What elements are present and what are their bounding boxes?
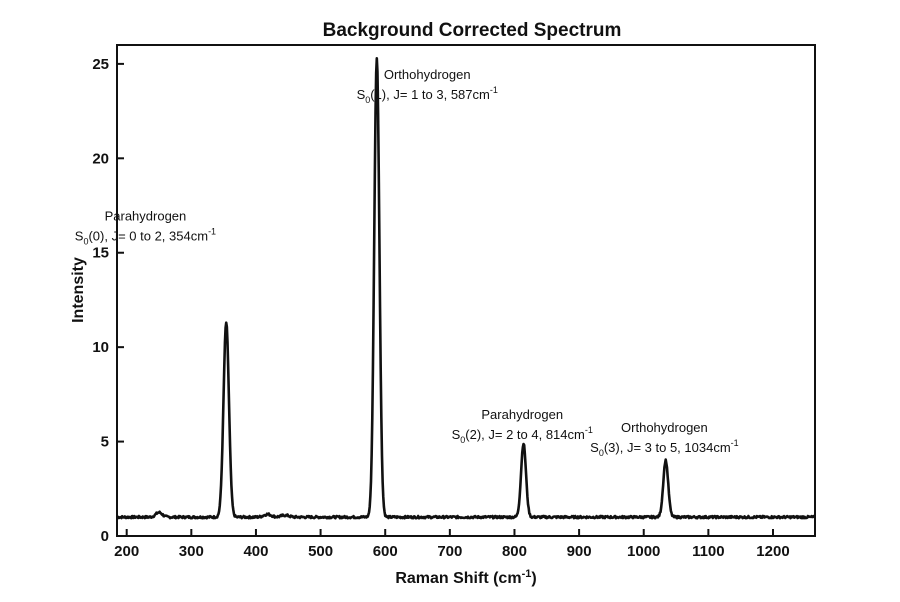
x-tick-label: 500	[308, 543, 333, 560]
x-tick-label: 300	[179, 543, 204, 560]
x-axis-label: Raman Shift (cm-1)	[395, 568, 536, 587]
annotation-subscript: 0	[460, 435, 465, 445]
annotation-species: S	[75, 229, 84, 244]
x-axis-label-sup: -1	[522, 568, 532, 580]
y-tick-label: 25	[92, 56, 109, 73]
plot-area-frame	[116, 44, 816, 537]
x-tick-label: 200	[114, 543, 139, 560]
annotation-superscript: -1	[208, 227, 216, 237]
y-tick-label: 5	[101, 434, 109, 451]
y-axis-label: Intensity	[70, 257, 87, 323]
x-tick-label: 1200	[756, 543, 789, 560]
annotation-text: (3), J= 3 to 5, 1034cm	[604, 440, 731, 455]
x-tick-label: 600	[373, 543, 398, 560]
parahydrogen-s0-0-annotation: Parahydrogen S0(0), J= 0 to 2, 354cm-1	[75, 209, 216, 247]
y-tick-label: 0	[101, 528, 109, 545]
y-tick-label: 15	[92, 245, 109, 262]
annotation-title: Orthohydrogen	[621, 420, 708, 435]
y-tick-label: 20	[92, 150, 109, 167]
orthohydrogen-s0-1-annotation: Orthohydrogen S0(1), J= 1 to 3, 587cm-1	[357, 67, 498, 105]
annotation-transition: S0(0), J= 0 to 2, 354cm-1	[75, 227, 216, 247]
x-tick-label: 1000	[627, 543, 660, 560]
x-axis: 200 300 400 500 600 700 800 900 1000 1100 1200	[114, 529, 790, 560]
annotation-transition: S0(1), J= 1 to 3, 587cm-1	[357, 85, 498, 105]
annotation-superscript: -1	[731, 438, 739, 448]
annotation-superscript: -1	[490, 85, 498, 95]
annotation-transition: S0(2), J= 2 to 4, 814cm-1	[452, 425, 593, 445]
x-tick-label: 400	[243, 543, 268, 560]
x-axis-label-main: Raman Shift (cm	[395, 570, 521, 587]
annotation-text: (0), J= 0 to 2, 354cm	[88, 229, 208, 244]
annotation-species: S	[452, 427, 461, 442]
orthohydrogen-s0-3-annotation: Orthohydrogen S0(3), J= 3 to 5, 1034cm-1	[590, 420, 739, 458]
x-tick-label: 800	[502, 543, 527, 560]
parahydrogen-s0-2-annotation: Parahydrogen S0(2), J= 2 to 4, 814cm-1	[452, 407, 593, 445]
annotation-title: Orthohydrogen	[384, 67, 471, 82]
annotation-title: Parahydrogen	[481, 407, 563, 422]
annotation-subscript: 0	[365, 95, 370, 105]
annotation-text: (2), J= 2 to 4, 814cm	[465, 427, 585, 442]
y-axis: 0 5 10 15 20 25	[92, 56, 124, 545]
x-tick-label: 900	[567, 543, 592, 560]
x-axis-label-suffix: )	[531, 570, 536, 587]
spectrum-series-line	[116, 57, 816, 520]
x-tick-label: 1100	[692, 543, 725, 560]
annotation-title: Parahydrogen	[105, 209, 187, 224]
annotation-superscript: -1	[585, 425, 593, 435]
annotation-text: (1), J= 1 to 3, 587cm	[370, 87, 490, 102]
chart-title: Background Corrected Spectrum	[323, 20, 622, 41]
y-tick-label: 10	[92, 339, 109, 356]
annotation-subscript: 0	[599, 448, 604, 458]
annotation-subscript: 0	[83, 237, 88, 247]
annotation-transition: S0(3), J= 3 to 5, 1034cm-1	[590, 438, 739, 458]
annotation-species: S	[357, 87, 366, 102]
x-tick-label: 700	[437, 543, 462, 560]
annotation-species: S	[590, 440, 599, 455]
